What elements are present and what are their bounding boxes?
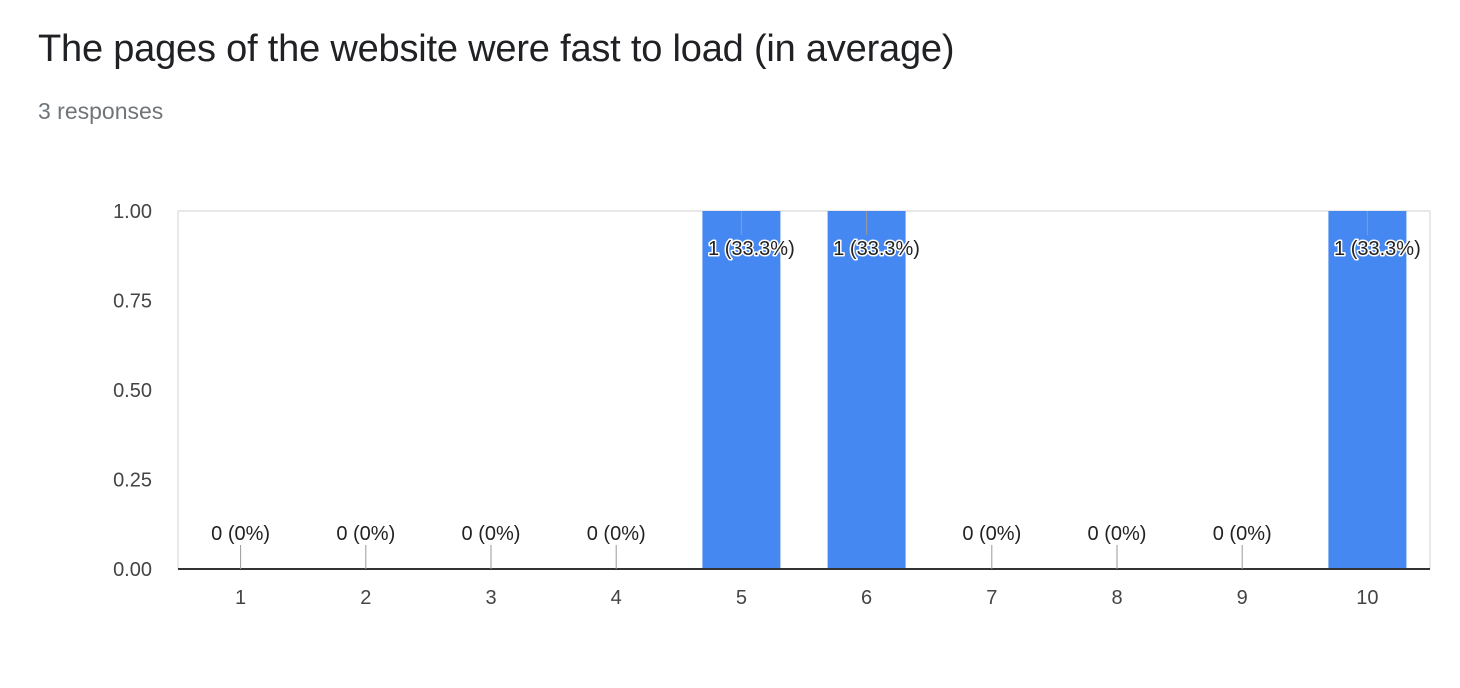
data-label: 0 (0%) xyxy=(1213,523,1272,545)
y-tick-label: 0.75 xyxy=(113,291,152,313)
x-tick-label: 8 xyxy=(1111,587,1122,609)
x-tick-label: 1 xyxy=(235,587,246,609)
x-tick-label: 2 xyxy=(360,587,371,609)
response-count: 3 responses xyxy=(38,98,164,124)
x-tick-label: 6 xyxy=(861,587,872,609)
x-tick-label: 4 xyxy=(611,587,622,609)
data-label: 0 (0%) xyxy=(1088,523,1147,545)
grid-layer xyxy=(177,210,1431,569)
data-label: 1 (33.3%) xyxy=(833,238,920,260)
y-tick-label: 0.00 xyxy=(113,559,152,581)
chart-title: The pages of the website were fast to lo… xyxy=(38,28,955,70)
y-tick-label: 1.00 xyxy=(113,201,152,223)
bar xyxy=(702,211,781,569)
y-tick-label: 0.50 xyxy=(113,380,152,402)
data-label: 0 (0%) xyxy=(462,523,521,545)
data-label: 1 (33.3%) xyxy=(1334,238,1421,260)
bar xyxy=(827,211,906,569)
bars-layer xyxy=(702,211,1407,569)
data-label: 0 (0%) xyxy=(211,523,270,545)
x-tick-label: 3 xyxy=(485,587,496,609)
x-tick-label: 10 xyxy=(1356,587,1378,609)
data-label: 1 (33.3%) xyxy=(708,238,795,260)
data-label: 0 (0%) xyxy=(336,523,395,545)
bar xyxy=(1328,211,1407,569)
axis-layer: 0.00 0.25 0.50 0.75 1.00 1 2 3 4 5 6 7 8 9 10 xyxy=(113,201,1430,609)
data-label: 0 (0%) xyxy=(962,523,1021,545)
x-tick-label: 9 xyxy=(1237,587,1248,609)
x-tick-label: 7 xyxy=(986,587,997,609)
labels-layer: 0 (0%) 0 (0%) 0 (0%) 0 (0%) 1 (33.3%) 1 (33.3… xyxy=(211,211,1422,569)
data-label: 0 (0%) xyxy=(587,523,646,545)
y-tick-label: 0.25 xyxy=(113,470,152,492)
x-tick-label: 5 xyxy=(736,587,747,609)
